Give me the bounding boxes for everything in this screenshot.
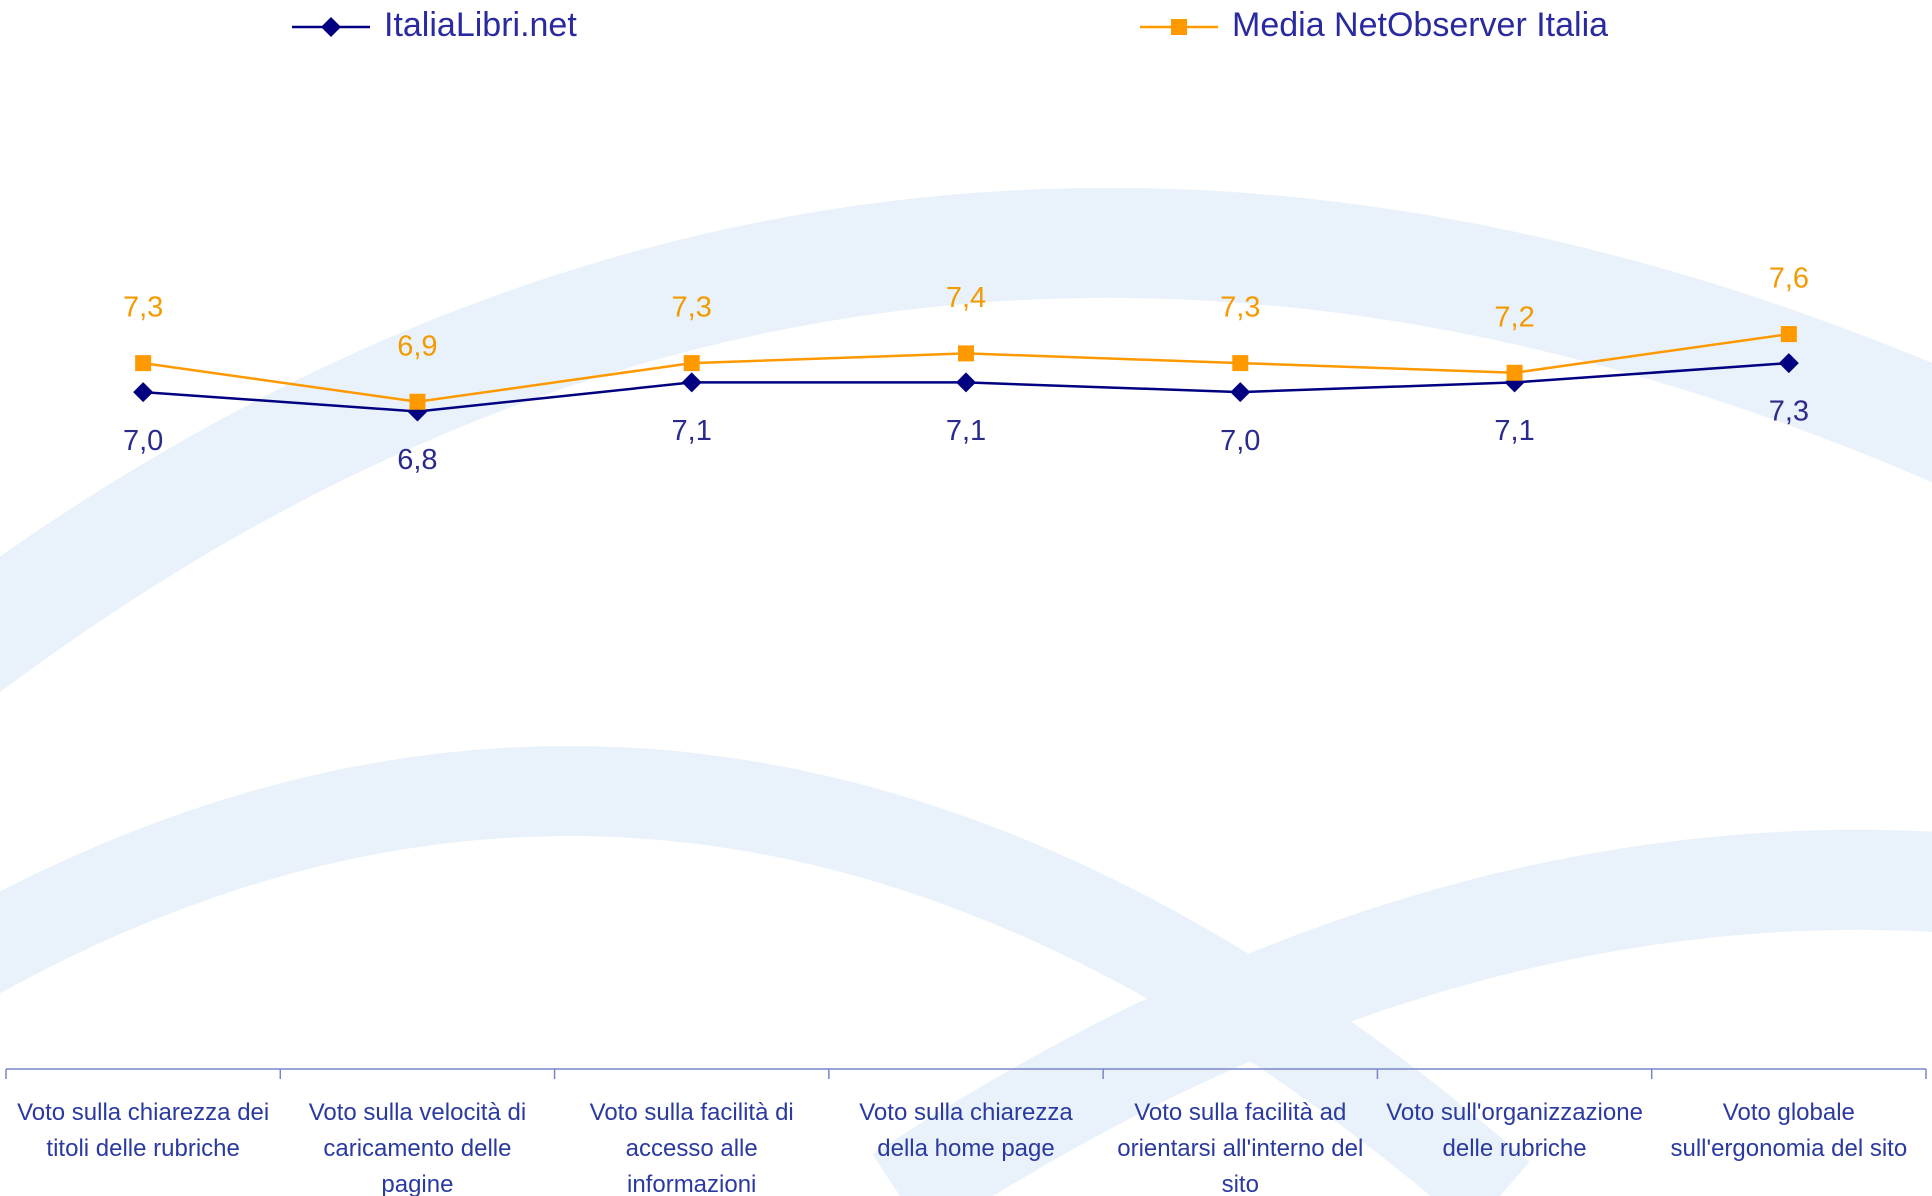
data-label: 7,1 [672,415,712,447]
x-tick-label: Voto sulla facilità di accesso alle info… [589,1099,794,1196]
marker [1230,382,1251,403]
marker [409,393,426,410]
data-label: 7,0 [1220,425,1260,457]
marker [133,382,154,403]
x-tick-label: Voto globale sull'ergonomia del sito [1670,1099,1908,1162]
data-label: 7,1 [1494,415,1534,447]
marker [683,355,700,372]
legend-label: ItaliaLibri.net [384,6,577,44]
marker [1780,326,1797,343]
data-label: 7,2 [1494,301,1534,333]
data-label: 7,1 [946,415,986,447]
data-label: 7,3 [123,292,163,324]
data-label: 6,9 [397,330,437,362]
legend-label: Media NetObserver Italia [1232,6,1608,44]
x-tick-label: Voto sulla facilità ad orientarsi all'in… [1117,1099,1364,1196]
data-label: 7,3 [1220,292,1260,324]
marker [1778,353,1799,374]
data-label: 7,4 [946,282,986,314]
x-tick-label: Voto sull'organizzazione delle rubriche [1386,1099,1643,1162]
marker [956,372,976,393]
background-arcs [0,187,1932,1196]
marker [958,345,974,362]
marker [1506,364,1523,381]
x-tick-label: Voto sulla chiarezza della home page [859,1099,1073,1162]
data-label: 6,8 [397,444,437,476]
data-label: 7,0 [123,425,163,457]
data-label: 7,6 [1769,263,1809,295]
marker [321,17,341,37]
x-tick-label: Voto sulla chiarezza dei titoli delle ru… [17,1099,270,1162]
marker [135,355,152,372]
x-tick-label: Voto sulla velocità di caricamento delle… [308,1099,527,1196]
data-label: 7,3 [1769,396,1809,428]
marker [681,372,702,393]
data-label: 7,3 [672,292,712,324]
marker [1232,355,1249,372]
marker [1171,19,1187,35]
